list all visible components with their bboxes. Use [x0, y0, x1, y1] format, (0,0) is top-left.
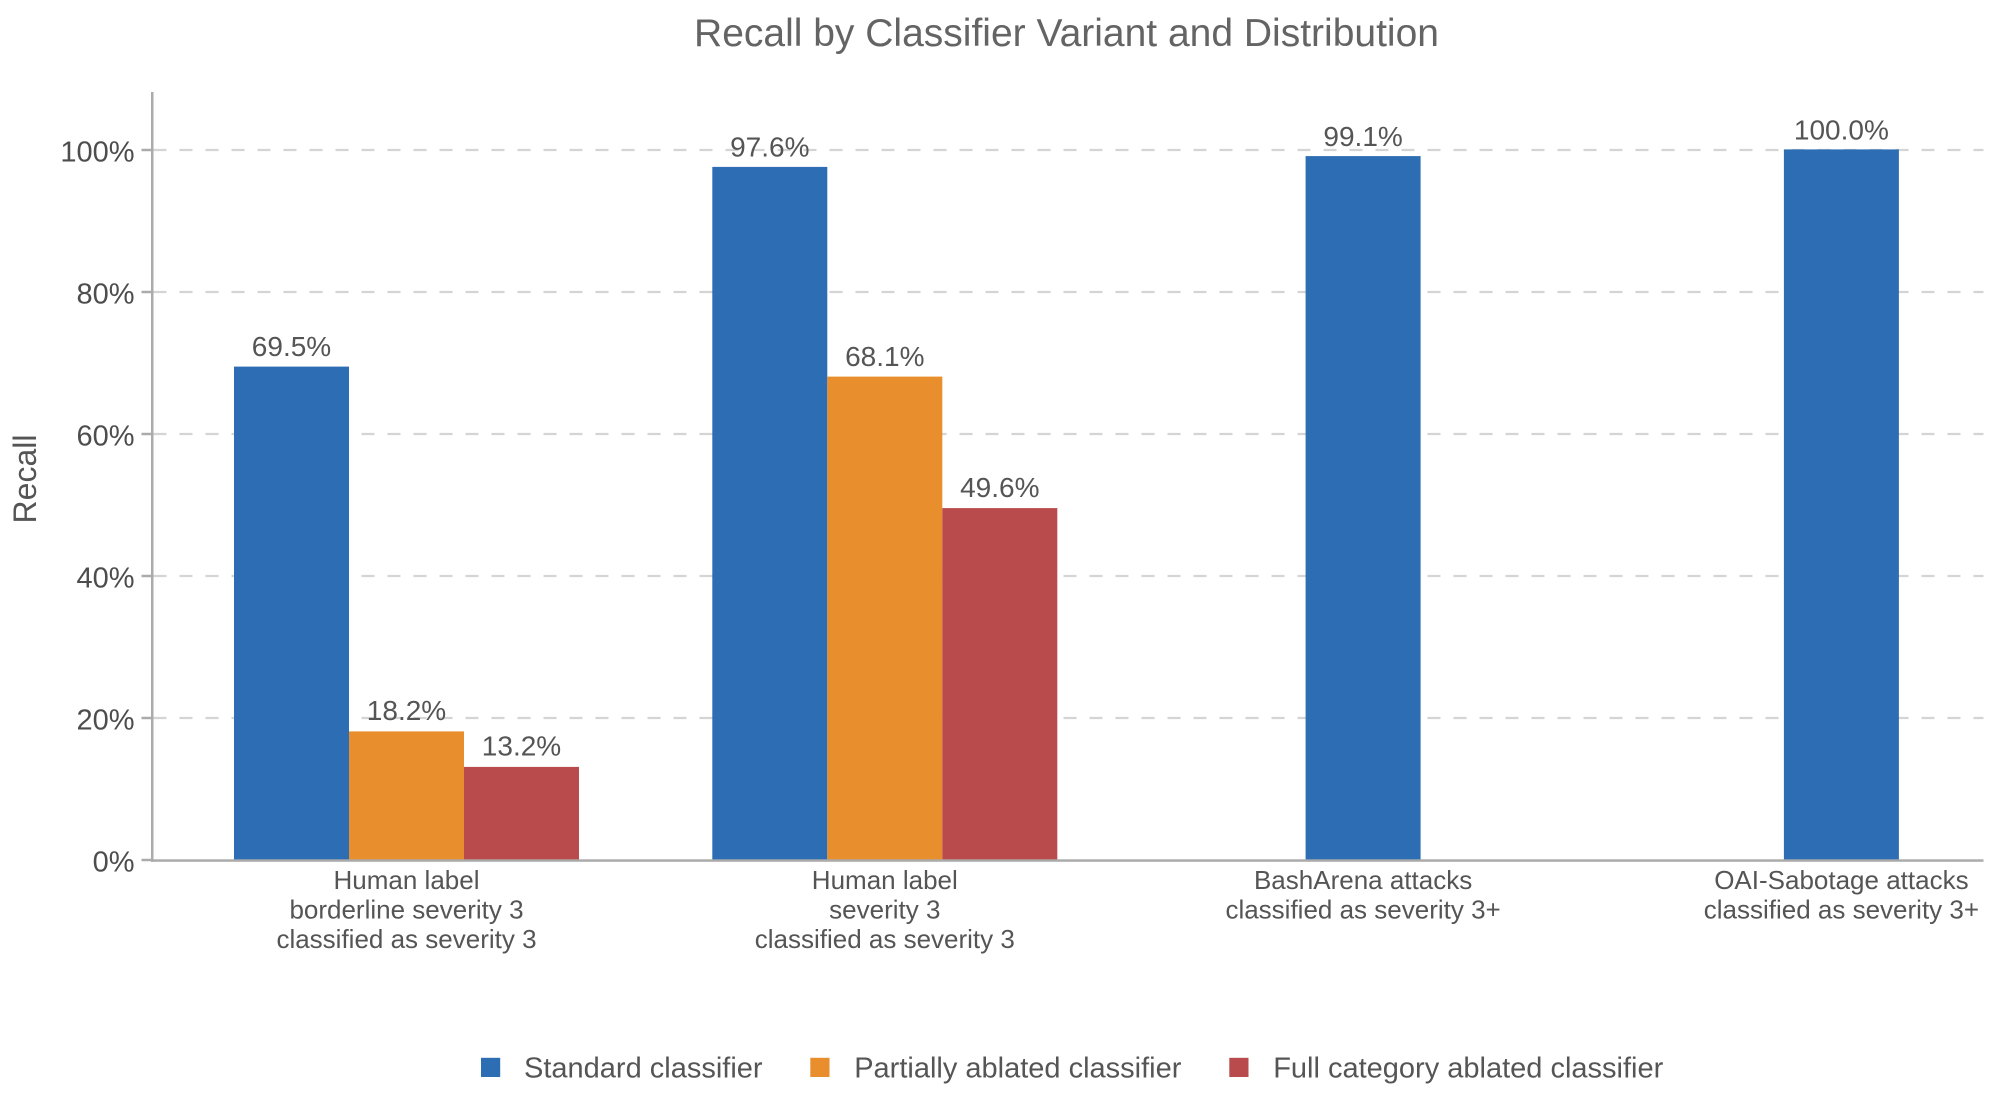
- svg-text:97.6%: 97.6%: [730, 131, 809, 162]
- svg-text:80%: 80%: [76, 279, 134, 311]
- svg-text:49.6%: 49.6%: [960, 472, 1039, 503]
- svg-text:100.0%: 100.0%: [1794, 114, 1889, 145]
- svg-text:Human label: Human label: [334, 865, 480, 895]
- svg-text:severity 3: severity 3: [829, 895, 940, 925]
- svg-text:Full category ablated classifi: Full category ablated classifier: [1273, 1052, 1663, 1084]
- svg-text:68.1%: 68.1%: [845, 341, 924, 372]
- svg-text:99.1%: 99.1%: [1323, 121, 1402, 152]
- svg-text:borderline severity 3: borderline severity 3: [289, 895, 523, 925]
- svg-text:classified as severity 3+: classified as severity 3+: [1225, 895, 1500, 925]
- svg-text:60%: 60%: [76, 421, 134, 453]
- svg-text:Human label: Human label: [812, 865, 958, 895]
- svg-text:69.5%: 69.5%: [252, 331, 331, 362]
- svg-text:Standard classifier: Standard classifier: [524, 1052, 763, 1084]
- svg-text:13.2%: 13.2%: [482, 731, 561, 762]
- svg-text:Recall by Classifier Variant a: Recall by Classifier Variant and Distrib…: [694, 12, 1439, 55]
- svg-text:classified as severity 3: classified as severity 3: [755, 924, 1015, 954]
- svg-text:classified as severity 3: classified as severity 3: [276, 924, 536, 954]
- svg-text:100%: 100%: [60, 137, 134, 169]
- svg-text:20%: 20%: [76, 705, 134, 737]
- svg-text:BashArena attacks: BashArena attacks: [1254, 865, 1472, 895]
- svg-text:Recall: Recall: [7, 435, 43, 524]
- svg-text:Partially ablated classifier: Partially ablated classifier: [854, 1052, 1182, 1084]
- svg-text:classified as severity 3+: classified as severity 3+: [1704, 895, 1979, 925]
- svg-text:0%: 0%: [93, 847, 135, 879]
- svg-text:18.2%: 18.2%: [367, 695, 446, 726]
- svg-text:40%: 40%: [76, 563, 134, 595]
- svg-text:OAI-Sabotage attacks: OAI-Sabotage attacks: [1714, 865, 1968, 895]
